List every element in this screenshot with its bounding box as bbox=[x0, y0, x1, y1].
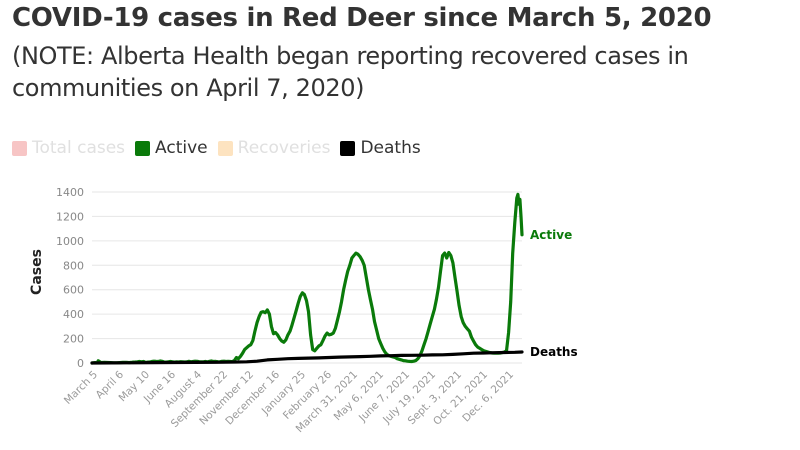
series-end-label-active: Active bbox=[530, 228, 572, 242]
y-axis: 0 200 400 600 800 1000 1200 1400 bbox=[56, 186, 84, 370]
y-tick-label: 800 bbox=[63, 259, 84, 272]
y-tick-label: 0 bbox=[77, 357, 84, 370]
legend-label-deaths: Deaths bbox=[360, 138, 421, 158]
legend-item-deaths[interactable]: Deaths bbox=[340, 138, 421, 158]
chart-grid bbox=[92, 191, 522, 364]
legend-item-recoveries[interactable]: Recoveries bbox=[217, 138, 331, 158]
y-tick-label: 600 bbox=[63, 284, 84, 297]
legend-label-active: Active bbox=[155, 138, 208, 158]
y-tick-label: 1200 bbox=[56, 210, 84, 223]
series-layer: Active Deaths bbox=[90, 192, 578, 365]
y-tick-label: 200 bbox=[63, 333, 84, 346]
legend-swatch-deaths bbox=[340, 140, 356, 156]
chart-subtitle: (NOTE: Alberta Health began reporting re… bbox=[12, 42, 689, 102]
legend-item-total-cases[interactable]: Total cases bbox=[12, 138, 125, 158]
series-line-active[interactable] bbox=[90, 192, 524, 365]
legend-swatch-active bbox=[135, 140, 151, 156]
series-line-deaths[interactable] bbox=[90, 350, 524, 365]
legend-swatch-recoveries bbox=[217, 140, 233, 156]
y-tick-label: 400 bbox=[63, 308, 84, 321]
legend-item-active[interactable]: Active bbox=[135, 138, 208, 158]
y-tick-label: 1000 bbox=[56, 235, 84, 248]
legend-label-recoveries: Recoveries bbox=[237, 138, 331, 158]
x-tick-label: March 5 bbox=[62, 369, 100, 407]
legend-swatch-total-cases bbox=[12, 140, 27, 156]
y-axis-label: Cases bbox=[29, 249, 45, 295]
chart-title: COVID-19 cases in Red Deer since March 5… bbox=[12, 3, 712, 33]
y-tick-label: 1400 bbox=[56, 186, 84, 199]
legend-label-total-cases: Total cases bbox=[32, 138, 126, 158]
series-end-label-deaths: Deaths bbox=[530, 345, 578, 359]
legend: Total cases Active Recoveries Deaths bbox=[12, 138, 431, 158]
